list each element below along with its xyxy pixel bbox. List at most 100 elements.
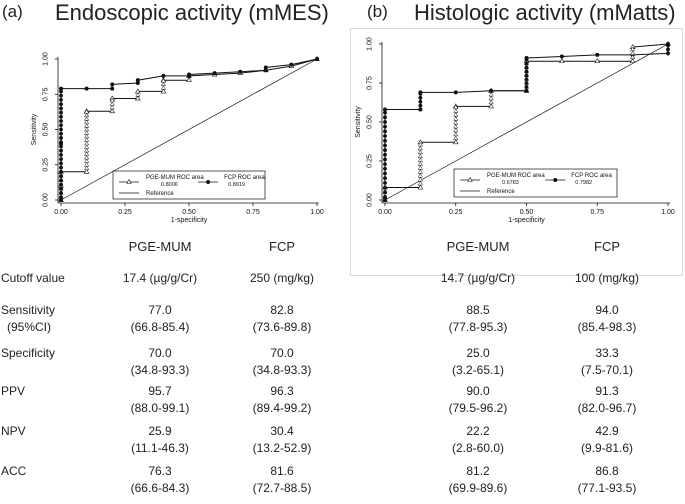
pge-mum-point: [453, 127, 459, 133]
fcp-point: [383, 166, 387, 171]
pge-mum-point: [488, 99, 494, 105]
fcp-point: [289, 62, 294, 67]
legend-pge-mum-label: PGE-MUM ROC area: [146, 175, 204, 181]
fcp-point: [59, 123, 63, 128]
fcp-point: [59, 152, 63, 157]
row-label: PPV: [1, 384, 26, 398]
pge-mum-point: [417, 177, 423, 182]
legend-pge-mum-label: PGE-MUM ROC area: [487, 173, 545, 179]
pge-mum-point: [417, 141, 423, 147]
fcp-point: [59, 106, 63, 111]
fcp-point: [59, 157, 63, 162]
table-cell: 100 (mg/kg): [574, 271, 640, 285]
legend-fcp-auc: 0.8919: [228, 182, 245, 188]
fcp-point: [383, 115, 387, 120]
table-cell: 30.4 (13.2-52.9): [252, 424, 312, 455]
pge-mum-point: [453, 108, 459, 113]
table-cell: 25.0 (3.2-65.1): [451, 346, 505, 377]
pge-mum-point: [488, 103, 494, 109]
fcp-point: [595, 52, 600, 57]
fcp-point: [135, 80, 140, 85]
row-label: Specificity: [1, 346, 56, 360]
fcp-point: [59, 93, 63, 98]
table-cell: 42.9 (9.9-81.6): [580, 424, 634, 455]
x-tick-label: 1.00: [661, 209, 675, 216]
pge-mum-point: [84, 109, 90, 114]
fcp-point: [418, 99, 423, 104]
table-cell: 96.3 (89.4-99.2): [252, 384, 312, 415]
fcp-point: [59, 161, 63, 166]
fcp-point: [383, 152, 387, 157]
legend-box: [453, 168, 618, 198]
pge-mum-point: [417, 169, 423, 174]
pge-mum-point: [84, 151, 90, 156]
fcp-point: [383, 129, 387, 134]
fcp-point: [187, 72, 191, 77]
column-header-pge-mum-b: PGE-MUM: [446, 239, 510, 254]
pge-mum-point: [417, 184, 424, 190]
fcp-point: [383, 143, 387, 148]
pge-mum-point: [84, 140, 90, 146]
table-cell: 81.2 (69.9-89.6): [448, 464, 508, 495]
fcp-point: [524, 65, 529, 70]
fcp-point: [238, 69, 243, 74]
fcp-point: [59, 110, 63, 115]
pge-mum-point: [186, 77, 192, 83]
fcp-point: [383, 162, 387, 167]
pge-mum-point: [84, 158, 90, 163]
table-cell: 33.3 (7.5-70.1): [580, 346, 634, 377]
fcp-point: [59, 89, 63, 94]
fcp-point: [59, 186, 63, 191]
fcp-point: [59, 174, 63, 178]
column-header-fcp-a: FCP: [269, 239, 295, 254]
row-label: NPV: [1, 424, 26, 438]
pge-mum-point: [160, 81, 166, 87]
y-tick-label: 0.25: [367, 154, 374, 168]
fcp-point: [383, 194, 387, 199]
pge-mum-point: [84, 116, 90, 121]
x-tick-label: 0.25: [118, 209, 132, 216]
table-cell: 17.4 (µg/g/Cr): [122, 271, 198, 285]
fcp-point: [418, 103, 423, 108]
pge-mum-point: [630, 46, 636, 52]
table-cell: 22.2 (2.8-60.0): [451, 424, 505, 455]
table-cell: 94.0 (85.4-98.3): [577, 303, 637, 334]
fcp-point: [110, 86, 115, 91]
pge-mum-point: [160, 78, 166, 83]
fcp-point: [59, 191, 63, 195]
fcp-point: [59, 119, 63, 123]
pge-mum-point: [84, 162, 90, 167]
table-cell: 95.7 (88.0-99.1): [130, 384, 190, 415]
pge-mum-point: [84, 119, 90, 125]
fcp-point: [59, 127, 63, 132]
fcp-point: [666, 51, 670, 56]
x-tick-label: 0.75: [246, 209, 260, 216]
pge-mum-point: [84, 130, 90, 135]
pge-mum-point: [84, 165, 90, 170]
column-header-pge-mum-a: PGE-MUM: [128, 239, 192, 254]
fcp-point: [383, 148, 387, 152]
fcp-point: [59, 136, 63, 140]
x-tick-label: 1.00: [310, 209, 324, 216]
pge-mum-point: [453, 120, 459, 125]
legend-pge-mum-marker: [126, 178, 132, 184]
panel-a-letter: (a): [2, 2, 23, 21]
legend-reference-label: Reference: [487, 189, 515, 195]
pge-mum-point: [453, 116, 459, 121]
legend-pge-mum-auc: 0.8006: [161, 182, 178, 188]
y-tick-label: 1.00: [43, 52, 50, 66]
pge-mum-point: [453, 104, 459, 109]
panel-b-letter: (b): [367, 2, 388, 21]
fcp-point: [666, 47, 670, 52]
fcp-point: [383, 138, 387, 143]
fcp-point: [559, 54, 564, 59]
pge-mum-roc-line: [60, 58, 318, 200]
fcp-point: [524, 61, 529, 66]
pge-mum-point: [417, 153, 423, 158]
pge-mum-point: [453, 112, 459, 117]
table-cell: 25.9 (11.1-46.3): [131, 424, 189, 455]
table-cell: 250 (mg/kg): [249, 271, 315, 285]
table-cell: 82.8 (73.6-89.8): [252, 303, 312, 334]
pge-mum-point: [417, 173, 423, 178]
fcp-point: [383, 180, 387, 185]
